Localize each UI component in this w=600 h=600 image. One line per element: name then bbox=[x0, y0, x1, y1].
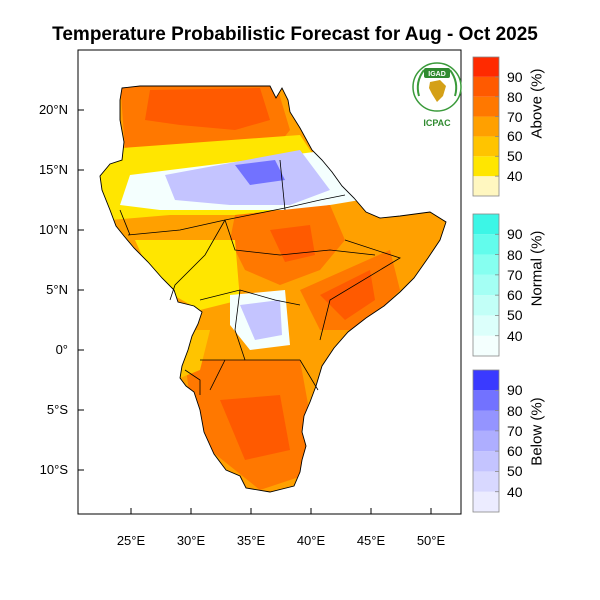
lon-label-35e: 35°E bbox=[236, 533, 266, 548]
colorbar-below-tick-label: 80 bbox=[507, 402, 523, 419]
colorbar-normal-swatch bbox=[473, 315, 499, 336]
colorbar-above-tick-label: 40 bbox=[507, 168, 523, 185]
colorbar-normal bbox=[472, 213, 500, 357]
colorbar-above-tick-label: 90 bbox=[507, 68, 523, 85]
logo-top-text: IGAD bbox=[428, 71, 446, 78]
colorbar-below-tick-label: 40 bbox=[507, 483, 523, 500]
colorbar-normal-tick-label: 80 bbox=[507, 246, 523, 263]
colorbar-below-tick-label: 50 bbox=[507, 463, 523, 480]
colorbar-above bbox=[472, 56, 500, 197]
colorbar-normal-swatch bbox=[473, 274, 499, 296]
colorbar-normal-tick-label: 70 bbox=[507, 266, 523, 283]
colorbar-above-swatch bbox=[473, 96, 499, 117]
lat-label-5n: 5°N bbox=[46, 282, 68, 297]
colorbar-below-tick-label: 60 bbox=[507, 443, 523, 460]
lon-label-25e: 25°E bbox=[116, 533, 146, 548]
colorbar-above-swatch bbox=[473, 76, 499, 97]
colorbar-below-swatch bbox=[473, 451, 499, 472]
colorbar-below-tick-label: 90 bbox=[507, 382, 523, 399]
colorbar-above-tick-label: 50 bbox=[507, 148, 523, 165]
forecast-field bbox=[100, 86, 446, 492]
colorbar-above-border bbox=[472, 56, 500, 197]
colorbar-above-swatch bbox=[473, 57, 499, 77]
lon-label-45e: 45°E bbox=[356, 533, 386, 548]
lon-label-40e: 40°E bbox=[296, 533, 326, 548]
colorbar-normal-tick-label: 50 bbox=[507, 307, 523, 324]
lon-label-50e: 50°E bbox=[416, 533, 446, 548]
map-title: Temperature Probabilistic Forecast for A… bbox=[52, 24, 538, 45]
lat-label-15n: 15°N bbox=[38, 162, 68, 177]
logo-bottom-text: ICPAC bbox=[423, 118, 451, 128]
colorbar-normal-border bbox=[472, 213, 500, 357]
colorbar-normal-tick-label: 40 bbox=[507, 327, 523, 344]
colorbar-normal-swatch bbox=[473, 214, 499, 235]
colorbar-above-swatch bbox=[473, 156, 499, 177]
colorbar-below-label: Below (%) bbox=[528, 397, 546, 466]
colorbar-above-swatch bbox=[473, 176, 499, 196]
colorbar-above-swatch bbox=[473, 116, 499, 137]
colorbar-below-swatch bbox=[473, 491, 499, 512]
colorbar-above-swatch bbox=[473, 136, 499, 157]
colorbar-normal-swatch bbox=[473, 254, 499, 275]
colorbar-normal-label: Normal (%) bbox=[528, 230, 546, 307]
colorbar-above-tick-label: 80 bbox=[507, 88, 523, 105]
lat-label-20n: 20°N bbox=[38, 102, 68, 117]
colorbar-below-swatch bbox=[473, 471, 499, 492]
lat-label-10s: 10°S bbox=[39, 462, 68, 477]
colorbar-normal-swatch bbox=[473, 234, 499, 255]
lon-label-30e: 30°E bbox=[176, 533, 206, 548]
colorbar-below-swatch bbox=[473, 370, 499, 391]
country-borders bbox=[119, 159, 401, 395]
icpac-logo: ICPAC IGAD bbox=[410, 60, 464, 128]
colorbar-below-swatch bbox=[473, 410, 499, 431]
colorbar-above-label: Above (%) bbox=[528, 68, 546, 139]
colorbar-above-tick-label: 60 bbox=[507, 128, 523, 145]
lat-label-0: 0° bbox=[55, 342, 68, 357]
colorbar-below-border bbox=[472, 369, 500, 513]
lat-label-10n: 10°N bbox=[38, 222, 68, 237]
colorbar-below-swatch bbox=[473, 430, 499, 452]
colorbar-normal-swatch bbox=[473, 335, 499, 356]
colorbar-normal-tick-label: 60 bbox=[507, 287, 523, 304]
colorbar-above-tick-label: 70 bbox=[507, 108, 523, 125]
colorbar-normal-swatch bbox=[473, 295, 499, 316]
colorbar-below bbox=[472, 369, 500, 513]
axis-ticks bbox=[78, 109, 432, 514]
colorbar-normal-tick-label: 90 bbox=[507, 226, 523, 243]
colorbar-below-swatch bbox=[473, 390, 499, 411]
coastline bbox=[99, 85, 447, 493]
colorbar-below-tick-label: 70 bbox=[507, 422, 523, 439]
lat-label-5s: 5°S bbox=[46, 402, 68, 417]
